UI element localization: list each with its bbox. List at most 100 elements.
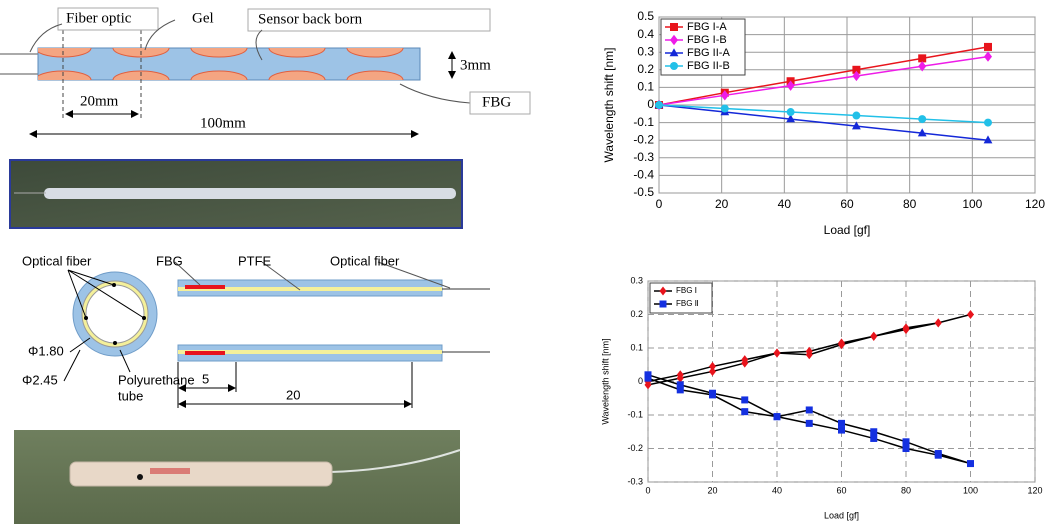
x-tick-label: 100	[963, 485, 978, 495]
y-tick-label: 0.1	[630, 342, 643, 352]
marker	[805, 406, 813, 414]
x-tick-label: 0	[656, 197, 663, 211]
marker	[838, 426, 845, 434]
label: 20mm	[80, 93, 119, 109]
y-tick-label: 0.3	[637, 44, 654, 58]
legend-label: FBG II-B	[687, 60, 730, 72]
label: Gel	[192, 10, 214, 26]
marker	[773, 413, 781, 421]
marker	[967, 309, 974, 320]
marker	[659, 286, 667, 296]
marker	[741, 355, 749, 365]
marker	[709, 391, 716, 399]
series-line	[658, 104, 989, 141]
legend-label: FBG Ⅰ	[676, 286, 697, 295]
series-line	[658, 55, 989, 106]
marker	[934, 318, 942, 328]
marker	[984, 118, 992, 127]
x-tick-label: 100	[962, 197, 982, 211]
legend-label: FBG II-A	[687, 47, 730, 59]
y-tick-label: -0.2	[633, 132, 654, 146]
marker	[676, 370, 684, 380]
x-tick-label: 60	[836, 485, 846, 495]
marker	[644, 374, 652, 382]
y-tick-label: 0.5	[637, 9, 654, 23]
marker	[870, 331, 878, 341]
x-axis-label: Load [gf]	[824, 223, 871, 237]
marker	[655, 101, 663, 109]
x-tick-label: 120	[1027, 485, 1042, 495]
y-tick-label: 0.4	[637, 27, 654, 41]
marker	[983, 135, 993, 144]
marker	[741, 396, 749, 404]
marker	[902, 438, 910, 446]
series-line	[658, 46, 989, 106]
y-tick-label: 0	[638, 376, 643, 386]
legend-label: FBG Ⅱ	[676, 299, 699, 308]
x-axis-label: Load [gf]	[824, 510, 859, 520]
sensor-photo	[14, 430, 461, 524]
label: FBG	[482, 94, 511, 110]
y-axis-label: Wavelength shift [nm]	[602, 48, 616, 163]
label: 5	[202, 371, 209, 386]
label: tube	[118, 388, 143, 403]
x-tick-label: 20	[707, 485, 717, 495]
x-tick-label: 120	[1025, 197, 1045, 211]
marker	[984, 42, 992, 51]
y-axis-label: Wavelength shift [nm]	[600, 338, 610, 424]
label: Φ2.45	[22, 372, 58, 387]
label: 3mm	[460, 57, 491, 73]
label: Polyurethane	[118, 372, 195, 387]
marker	[852, 70, 861, 82]
marker	[852, 121, 861, 130]
marker	[786, 80, 795, 91]
sensor-schematic: Fiber optic Gel Sensor back born 3mm 20m…	[0, 7, 531, 138]
marker	[709, 361, 716, 371]
marker	[917, 128, 927, 137]
marker	[984, 51, 992, 62]
marker	[709, 366, 716, 376]
y-tick-label: 0.1	[637, 80, 654, 94]
cross-section: Optical fiber Φ1.80 Φ2.45 Polyurethane t…	[22, 253, 195, 403]
marker	[838, 340, 845, 350]
y-tick-label: -0.2	[627, 443, 643, 453]
x-tick-label: 20	[715, 197, 729, 211]
marker	[870, 428, 878, 436]
marker	[659, 300, 667, 308]
marker	[786, 108, 795, 117]
marker	[720, 104, 729, 113]
sensor-photo	[9, 159, 463, 229]
marker	[670, 23, 678, 31]
label: Optical fiber	[330, 253, 400, 268]
y-tick-label: 0	[647, 97, 654, 111]
x-tick-label: 80	[903, 197, 917, 211]
y-tick-label: -0.3	[627, 476, 643, 486]
x-tick-label: 40	[778, 197, 792, 211]
label: Optical fiber	[22, 253, 92, 268]
x-tick-label: 80	[901, 485, 911, 495]
label: 20	[286, 387, 300, 402]
y-tick-label: 0.2	[630, 309, 643, 319]
y-tick-label: -0.5	[633, 185, 654, 199]
y-tick-label: -0.1	[633, 115, 654, 129]
marker	[852, 111, 861, 120]
marker	[967, 460, 974, 468]
series-line	[658, 104, 989, 124]
marker	[902, 323, 910, 333]
marker	[720, 90, 729, 101]
marker	[676, 381, 684, 389]
y-tick-label: -0.3	[633, 150, 654, 164]
x-tick-label: 40	[772, 485, 782, 495]
legend-label: FBG I-B	[687, 34, 727, 46]
marker	[838, 419, 845, 427]
marker	[918, 54, 927, 63]
label: Φ1.80	[28, 343, 64, 358]
y-tick-label: 0.3	[630, 275, 643, 285]
label: Sensor back born	[258, 11, 363, 27]
marker	[902, 445, 910, 452]
marker	[852, 65, 861, 74]
marker	[918, 61, 927, 72]
y-tick-label: -0.1	[627, 409, 643, 419]
marker	[670, 34, 678, 46]
